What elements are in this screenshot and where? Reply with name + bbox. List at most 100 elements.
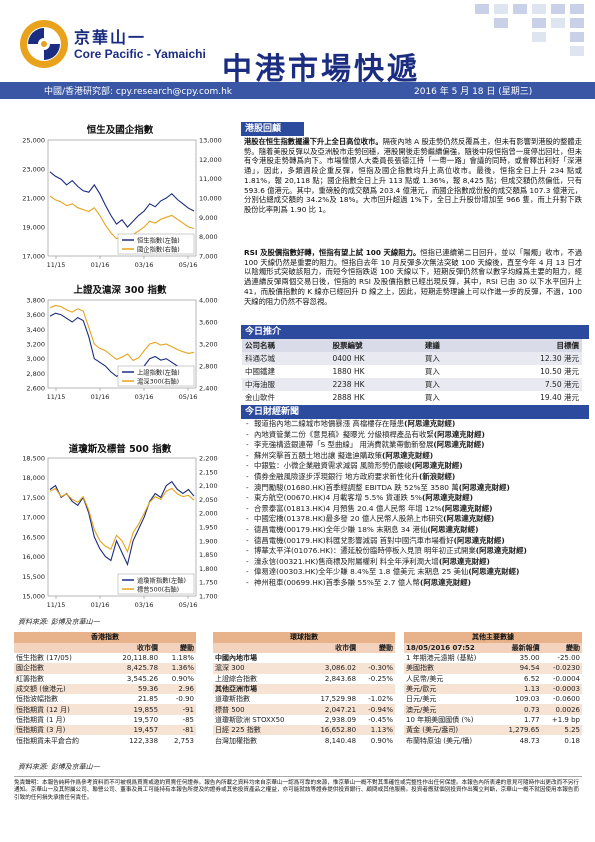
y-tick-label-left: 2,800 bbox=[26, 370, 45, 378]
table-row: 紅籌指數 3,545.26 0.90% bbox=[14, 674, 196, 684]
row-value: 8,425.78 bbox=[105, 663, 161, 674]
market-review-body-2: 恒指已連續第二日回升，並以「陽燭」收市，不過 100 天線仍然是重要的阻力。恒指… bbox=[244, 248, 582, 306]
x-tick-label: 05/16 bbox=[179, 393, 198, 401]
table-row: 日元/美元 109.03 -0.0600 bbox=[404, 694, 582, 704]
news-item[interactable]: 神州租車(00699.HK)首季多賺 55%至 2.7 億人幣(阿思達克財經) bbox=[244, 578, 584, 589]
news-headline: 德昌電機(00179.HK)全年少賺 18% 末期息 34 港仙 bbox=[254, 524, 428, 534]
news-source: (阿思達克財經) bbox=[443, 514, 495, 524]
picks-code: 2888 HK bbox=[332, 393, 365, 402]
picks-code: 0400 HK bbox=[329, 352, 422, 365]
news-headline: 偉易達(00303.HK)全年少賺 8.4%至 1.8 億美元 末期息 25 美… bbox=[254, 567, 469, 577]
row-label: 布蘭特原油 (美元/桶) bbox=[406, 736, 473, 745]
table-row: 人民幣/美元 6.52 -0.0004 bbox=[404, 674, 582, 684]
picks-row[interactable]: 科通芯城 0400 HK 買入 12.30 港元 bbox=[242, 352, 582, 365]
row-change: -1.02% bbox=[368, 695, 393, 704]
row-value: 2,938.09 bbox=[324, 715, 357, 724]
row-value: 19,457 bbox=[105, 725, 161, 736]
table-source-note: 資料來源: 彭博及京華山一 bbox=[18, 763, 100, 771]
table-row: 布蘭特原油 (美元/桶) 48.73 0.18 bbox=[404, 735, 582, 745]
news-item[interactable]: 德昌電機(00179.HK)全年少賺 18% 末期息 34 港仙(阿思達克財經) bbox=[244, 525, 584, 536]
news-item[interactable]: 濠永信(00321.HK)售商標及附屬權利 料全年淨利潤大增(阿思達克財經) bbox=[244, 557, 584, 568]
y-tick-label-left: 25,000 bbox=[22, 137, 45, 145]
x-tick-label: 11/15 bbox=[47, 261, 66, 269]
picks-code: 1880 HK bbox=[332, 367, 365, 376]
row-value: 6.52 bbox=[524, 674, 540, 683]
news-item[interactable]: 債券金融風險逐步浮現銀行 地方政府要求新性化升(新浪財經) bbox=[244, 472, 584, 483]
row-value: 0.73 bbox=[497, 704, 542, 715]
y-tick-label-right: 1,850 bbox=[199, 551, 218, 559]
news-item[interactable]: 博華太平洋(01076.HK)：遷延股份臨時停板入見頂 明年初正式開業(阿思達克… bbox=[244, 546, 584, 557]
other-col-latest: 最新報價 bbox=[497, 643, 542, 653]
global-col-change: 變動 bbox=[358, 643, 395, 653]
news-item[interactable]: 中國宏橋(01378.HK)最多發 20 億人民幣人股熱上市研究(阿思達克財經) bbox=[244, 514, 584, 525]
global-indices-heading: 環球指數 bbox=[213, 632, 395, 643]
row-change bbox=[358, 683, 395, 695]
news-source: (阿思達克財經) bbox=[433, 429, 485, 439]
news-item[interactable]: 合景泰富(01813.HK)4 月預售 20.4 億人民幣 年增 12%(阿思達… bbox=[244, 504, 584, 515]
news-item[interactable]: 中銀監：小微企業融資需求減弱 風險形勢仍嚴峻(阿思達克財經) bbox=[244, 461, 584, 472]
table-row: 恒生指數 (17/05) 20,118.80 1.18% bbox=[14, 653, 196, 663]
sse-csi300-chart: 2,600 2,800 3,000 3,200 3,400 3,600 3,800 2,400… bbox=[26, 297, 218, 402]
table-row: 美國指數 94.54 -0.0230 bbox=[404, 663, 582, 674]
row-value: 59.36 bbox=[105, 683, 161, 695]
research-dept-contact[interactable]: 中國/香港研究部: cpy.research@cpy.com.hk bbox=[44, 87, 232, 97]
news-item[interactable]: 德昌電機(00179.HK)料匯兌影響減弱 首對中國汽車市場看好(阿思達克財經) bbox=[244, 536, 584, 547]
picks-target: 12.30 港元 bbox=[472, 352, 582, 365]
news-source: (阿思達克財經) bbox=[468, 567, 520, 577]
news-item[interactable]: 報道指內地二線城市地價暴漲 高檔樓存在隱患(阿思達克財經) bbox=[244, 419, 584, 430]
row-label: 1 年期港元遠期 (基點) bbox=[406, 654, 477, 663]
news-source: (阿思達克財經) bbox=[382, 450, 434, 460]
picks-row[interactable]: 中海油服 2238 HK 買入 7.50 港元 bbox=[242, 378, 582, 391]
picks-row[interactable]: 中國鐵建 1880 HK 買入 10.50 港元 bbox=[242, 365, 582, 378]
picks-col-target: 目標價 bbox=[472, 339, 582, 352]
row-change: 2,753 bbox=[173, 736, 194, 745]
legend-label: 上證指數(左軸) bbox=[137, 368, 180, 377]
row-value: 1,279.65 bbox=[497, 725, 542, 736]
y-tick-label-right: 4,000 bbox=[199, 297, 218, 305]
y-tick-label-right: 7,000 bbox=[199, 253, 218, 261]
row-change: 2.96 bbox=[160, 683, 196, 695]
hk-col-change: 變動 bbox=[160, 643, 196, 653]
table-row: 中國內地市場 bbox=[213, 653, 395, 663]
news-headline: 債券金融風險逐步浮現銀行 地方政府要求新性化升 bbox=[254, 471, 419, 481]
row-value: 2,047.21 bbox=[307, 704, 359, 715]
y-tick-label-right: 2,000 bbox=[199, 510, 218, 518]
row-change: -91 bbox=[160, 704, 196, 715]
row-change: -85 bbox=[182, 715, 194, 724]
legend-box bbox=[117, 365, 195, 387]
news-item[interactable]: 澳門勵駿(01680.HK)首季經調整 EBITDA 跌 52%至 3580 萬… bbox=[244, 483, 584, 494]
news-headline: 濠永信(00321.HK)售商標及附屬權利 料全年淨利潤大增 bbox=[254, 556, 439, 566]
row-change: -0.0600 bbox=[552, 695, 580, 704]
y-tick-label-left: 16,000 bbox=[22, 553, 45, 561]
y-tick-label-left: 3,000 bbox=[26, 355, 45, 363]
x-tick-label: 05/16 bbox=[179, 261, 198, 269]
row-value: 8,140.48 bbox=[324, 736, 357, 745]
news-item[interactable]: 偉易達(00303.HK)全年少賺 8.4%至 1.8 億美元 末期息 25 美… bbox=[244, 567, 584, 578]
chart-title-sse: 上證及滬深 300 指數 bbox=[73, 285, 167, 296]
row-change: -0.0003 bbox=[541, 683, 582, 695]
legend-box bbox=[117, 233, 195, 255]
picks-row[interactable]: 金山軟件 2888 HK 買入 19.40 港元 bbox=[242, 391, 582, 404]
y-tick-label-left: 3,200 bbox=[26, 341, 45, 349]
news-item[interactable]: 李克強構造銀連帶「S 型曲線」 用消費就業帶動新發展(阿思達克財經) bbox=[244, 440, 584, 451]
y-tick-label-left: 17,000 bbox=[22, 253, 45, 261]
table-row: 道瓊斯歐洲 STOXX50 2,938.09 -0.45% bbox=[213, 715, 395, 725]
hk-col-close: 收市價 bbox=[105, 643, 161, 653]
y-tick-label-right: 1,950 bbox=[199, 524, 218, 532]
x-tick-label: 11/15 bbox=[47, 393, 66, 401]
table-row: 澳元/美元 0.73 0.0026 bbox=[404, 704, 582, 715]
row-value: 3,086.02 bbox=[307, 663, 359, 674]
news-item[interactable]: 蘇州突擊首五額土地出讓 擬進迪購政策(阿思達克財經) bbox=[244, 451, 584, 462]
news-headline: 中國宏橋(01378.HK)最多發 20 億人民幣人股熱上市研究 bbox=[254, 514, 444, 524]
row-label: 恒生指數 (17/05) bbox=[16, 654, 72, 663]
news-item[interactable]: 內地資管業二份《意見稿》擬曝光 分級槓桿產品有收緊(阿思達克財經) bbox=[244, 430, 584, 441]
row-value: 109.03 bbox=[515, 695, 540, 704]
picks-col-rating: 建議 bbox=[421, 339, 473, 352]
news-source: (阿思達克財經) bbox=[475, 546, 527, 556]
news-item[interactable]: 東方航空(00670.HK)4 月載客增 5.5% 貨運跌 5%(阿思達克財經) bbox=[244, 493, 584, 504]
y-tick-label-left: 23,000 bbox=[22, 166, 45, 174]
chart-title-hsi: 恒生及國企指數 bbox=[86, 125, 154, 136]
section-heading-news: 今日財經新聞 bbox=[241, 405, 589, 419]
x-tick-label: 11/15 bbox=[47, 601, 66, 609]
brand-name-english: Core Pacific - Yamaichi bbox=[74, 47, 206, 61]
